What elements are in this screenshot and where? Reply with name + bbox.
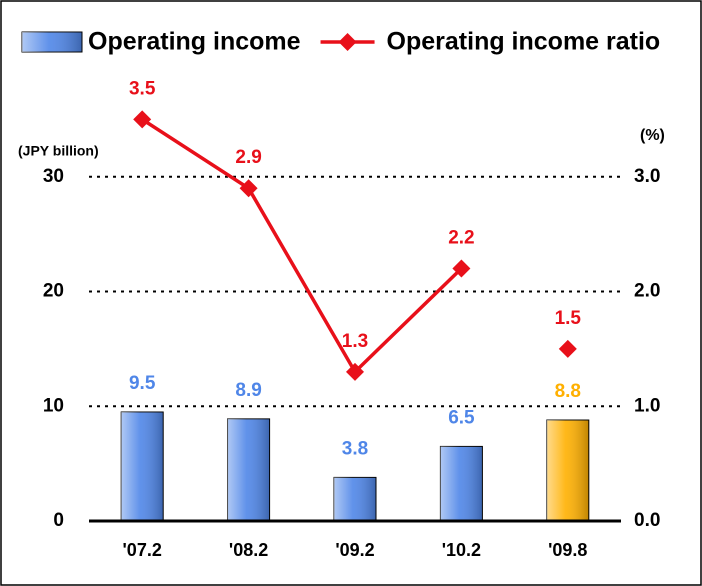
y-tick-label: 20	[43, 281, 64, 302]
line-marker	[133, 110, 152, 129]
y2-tick-label: 3.0	[634, 166, 660, 187]
line-value-label: 2.2	[448, 228, 474, 249]
bar-shine	[546, 420, 589, 521]
y-axis-label: (JPY billion)	[18, 143, 99, 159]
x-tick-label: '08.2	[229, 540, 268, 560]
line-value-label: 2.9	[235, 147, 261, 168]
line-marker	[346, 362, 364, 381]
line-marker	[239, 179, 258, 198]
line-marker	[558, 339, 577, 358]
line	[141, 117, 463, 375]
bar-value-label: 8.9	[235, 380, 261, 401]
x-tick-label: '07.2	[123, 540, 162, 560]
y2-tick-label: 1.0	[634, 395, 660, 416]
legend-swatch-shine	[22, 32, 82, 52]
x-tick-label: '09.8	[548, 540, 587, 560]
y-tick-label: 30	[43, 166, 64, 187]
y-tick-label: 0	[53, 510, 64, 531]
bar-value-label: 9.5	[129, 373, 156, 394]
bar-shine	[121, 411, 164, 521]
line-value-label: 1.3	[342, 331, 368, 352]
line-value-label: 1.5	[555, 308, 582, 329]
bar-value-label: 6.5	[448, 407, 475, 428]
x-tick-label: '10.2	[442, 540, 481, 560]
y2-tick-label: 2.0	[634, 281, 660, 302]
legend-label: Operating income ratio	[387, 28, 661, 56]
line-marker	[452, 259, 471, 278]
y-tick-label: 10	[43, 395, 64, 416]
bar-shine	[440, 446, 483, 521]
bar-value-label: 8.8	[555, 381, 581, 402]
legend-label: Operating income	[88, 28, 301, 56]
line-value-label: 3.5	[129, 78, 156, 99]
bar-shine	[334, 477, 376, 521]
legend-marker	[338, 33, 357, 51]
bar-value-label: 3.8	[342, 438, 368, 459]
x-tick-label: '09.2	[335, 540, 374, 560]
y2-tick-label: 0.0	[634, 510, 660, 531]
y2-axis-label: (%)	[640, 127, 665, 144]
bar-shine	[227, 418, 270, 521]
